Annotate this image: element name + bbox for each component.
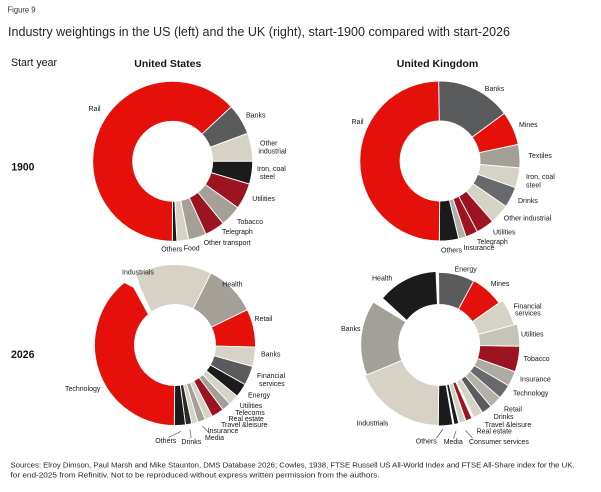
svg-text:industrial: industrial [258,149,286,156]
svg-text:Other industrial: Other industrial [504,216,552,223]
svg-text:Financial: Financial [257,373,285,380]
svg-text:Textiles: Textiles [529,153,553,160]
svg-text:Real estate: Real estate [477,429,513,436]
svg-text:Retail: Retail [255,316,273,323]
svg-text:Utilities: Utilities [521,332,544,339]
svg-text:Sources: Elroy Dimson, Paul Ma: Sources: Elroy Dimson, Paul Marsh and Mi… [11,460,575,469]
svg-text:Insurance: Insurance [520,377,551,384]
svg-text:Telegraph: Telegraph [222,229,253,236]
svg-text:services: services [259,381,285,388]
svg-text:Others: Others [155,438,177,445]
svg-text:Rail: Rail [89,106,102,113]
svg-text:Technology: Technology [513,391,549,398]
svg-text:Others: Others [416,439,438,446]
svg-text:United States: United States [134,59,201,70]
svg-text:Drinks: Drinks [181,439,201,446]
svg-text:Drinks: Drinks [518,198,538,205]
svg-text:Other: Other [260,141,278,148]
svg-text:for end-2025 from Refinitiv. N: for end-2025 from Refinitiv. Not to be r… [11,470,380,479]
svg-text:2026: 2026 [11,349,35,361]
svg-text:Real estate: Real estate [229,416,265,423]
svg-text:Banks: Banks [485,86,505,93]
svg-text:Mines: Mines [519,122,538,129]
svg-text:Industrials: Industrials [122,270,154,277]
svg-text:Other transport: Other transport [204,240,251,247]
svg-text:Consumer services: Consumer services [469,439,529,446]
svg-text:Utilities: Utilities [493,230,516,237]
svg-text:Retail: Retail [504,407,522,414]
svg-text:Banks: Banks [261,352,281,359]
svg-text:Utilities: Utilities [252,196,275,203]
svg-text:1900: 1900 [11,162,34,174]
svg-text:Iron, coal: Iron, coal [526,174,555,181]
svg-text:Banks: Banks [246,113,266,120]
svg-text:services: services [515,311,541,318]
svg-text:Food: Food [184,246,200,253]
svg-text:Iron, coal: Iron, coal [257,166,286,173]
svg-text:Industrials: Industrials [356,421,388,428]
svg-text:Insurance: Insurance [208,428,239,435]
svg-text:Travel &leisure: Travel &leisure [485,422,532,429]
svg-text:Health: Health [222,282,242,289]
svg-text:Rail: Rail [352,119,365,126]
svg-text:Technology: Technology [65,386,101,393]
svg-text:Energy: Energy [248,393,271,400]
svg-text:Health: Health [372,276,392,283]
svg-text:Tobacco: Tobacco [237,219,263,226]
svg-text:Start year: Start year [11,57,57,69]
svg-text:Insurance: Insurance [464,245,495,252]
svg-text:steel: steel [526,183,541,190]
svg-text:Mines: Mines [491,281,510,288]
svg-text:Banks: Banks [341,326,361,333]
svg-text:Industry weightings in the US: Industry weightings in the US (left) and… [8,24,510,39]
svg-text:Energy: Energy [455,267,478,274]
svg-text:Media: Media [444,439,463,446]
svg-text:Media: Media [205,435,224,442]
svg-text:Telecoms: Telecoms [235,410,265,417]
svg-text:Tobacco: Tobacco [524,356,550,363]
svg-text:United Kingdom: United Kingdom [397,59,479,70]
svg-text:Travel &leisure: Travel &leisure [221,422,268,429]
svg-text:Financial: Financial [514,304,542,311]
svg-text:Others: Others [441,248,463,255]
svg-text:steel: steel [260,174,275,181]
svg-text:Others: Others [161,247,183,254]
svg-text:Utilities: Utilities [240,403,263,410]
svg-text:Drinks: Drinks [494,414,514,421]
svg-text:Figure 9: Figure 9 [8,5,36,14]
svg-text:Telegraph: Telegraph [477,239,508,246]
